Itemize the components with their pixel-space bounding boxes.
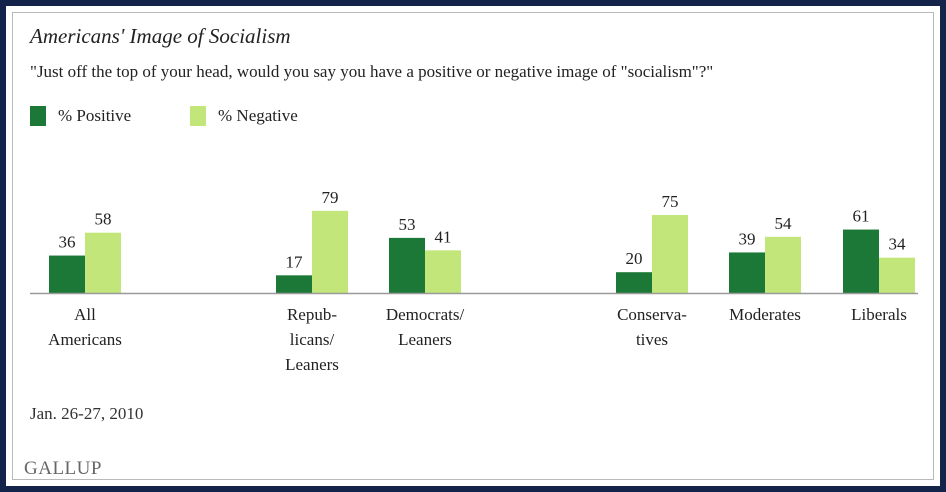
value-label-positive-0: 36 xyxy=(59,233,76,252)
bar-positive-0 xyxy=(49,255,85,293)
bar-negative-0 xyxy=(85,232,121,293)
bar-negative-5 xyxy=(879,257,915,293)
category-label-0-1: Americans xyxy=(48,330,122,349)
category-label-3-0: Conserva- xyxy=(617,305,687,324)
bar-negative-1 xyxy=(312,210,348,293)
value-label-negative-0: 58 xyxy=(95,210,112,229)
category-label-1-1: licans/ xyxy=(290,330,335,349)
value-label-negative-4: 54 xyxy=(775,214,793,233)
value-label-negative-3: 75 xyxy=(662,192,679,211)
legend-label-negative: % Negative xyxy=(218,106,298,125)
bar-positive-1 xyxy=(276,275,312,293)
value-label-negative-5: 34 xyxy=(889,235,907,254)
value-label-positive-1: 17 xyxy=(286,252,304,271)
value-label-positive-5: 61 xyxy=(853,207,870,226)
legend-swatch-positive xyxy=(30,106,46,126)
bar-positive-2 xyxy=(389,237,425,293)
bar-negative-2 xyxy=(425,250,461,293)
chart-panel xyxy=(12,12,934,480)
bar-negative-3 xyxy=(652,215,688,293)
survey-date: Jan. 26-27, 2010 xyxy=(30,404,144,423)
chart-subtitle: "Just off the top of your head, would yo… xyxy=(30,62,714,81)
value-label-negative-2: 41 xyxy=(435,227,452,246)
value-label-positive-4: 39 xyxy=(739,229,756,248)
value-label-positive-2: 53 xyxy=(399,215,416,234)
category-label-3-1: tives xyxy=(636,330,668,349)
category-label-2-0: Democrats/ xyxy=(386,305,465,324)
category-label-2-1: Leaners xyxy=(398,330,452,349)
legend-label-positive: % Positive xyxy=(58,106,132,125)
value-label-negative-1: 79 xyxy=(322,188,339,207)
category-label-1-0: Repub- xyxy=(287,305,337,324)
gallup-logo: GALLUP xyxy=(24,458,102,479)
category-label-0-0: All xyxy=(74,305,96,324)
category-label-1-2: Leaners xyxy=(285,355,339,374)
bar-positive-4 xyxy=(729,252,765,293)
bar-positive-3 xyxy=(616,272,652,293)
bar-negative-4 xyxy=(765,236,801,293)
legend-swatch-negative xyxy=(190,106,206,126)
chart-title: Americans' Image of Socialism xyxy=(30,24,291,48)
category-label-4-0: Moderates xyxy=(729,305,801,324)
value-label-positive-3: 20 xyxy=(626,249,643,268)
category-label-5-0: Liberals xyxy=(851,305,907,324)
bar-positive-5 xyxy=(843,229,879,293)
